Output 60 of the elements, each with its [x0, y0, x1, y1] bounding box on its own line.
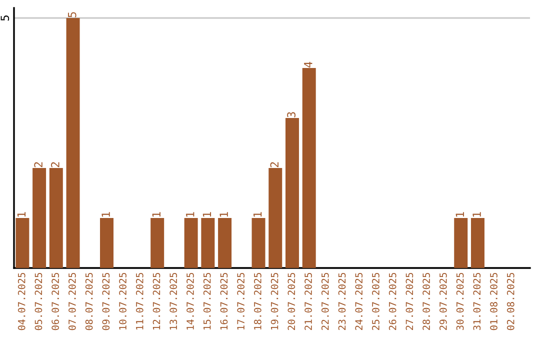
x-tick-label: 21.07.2025: [304, 272, 312, 330]
bar: [454, 218, 468, 268]
data-label: 2: [270, 162, 278, 168]
bar: [184, 218, 198, 268]
bar: [32, 168, 46, 268]
x-tick-label: 28.07.2025: [422, 272, 430, 330]
bar: [470, 218, 484, 268]
data-label: 2: [51, 162, 60, 168]
x-tick-label: 31.07.2025: [473, 272, 481, 330]
x-tick-label: 24.07.2025: [355, 272, 363, 330]
x-tick-label: 18.07.2025: [254, 272, 262, 330]
x-tick-label: 22.07.2025: [321, 272, 329, 330]
bar: [252, 218, 266, 268]
x-tick-label: 19.07.2025: [270, 272, 278, 330]
bar: [285, 118, 299, 268]
data-label: 1: [472, 212, 481, 217]
x-tick-label: 07.07.2025: [68, 272, 76, 330]
data-label: 2: [34, 162, 42, 168]
data-label: 1: [17, 212, 26, 217]
x-tick-label: 16.07.2025: [220, 272, 228, 330]
x-tick-label: 30.07.2025: [456, 272, 464, 330]
data-label: 1: [102, 212, 110, 217]
bar: [66, 18, 80, 268]
data-label: 1: [456, 212, 464, 217]
bar: [150, 218, 164, 268]
bar: [16, 218, 30, 268]
data-label: 4: [304, 62, 312, 68]
x-tick-label: 20.07.2025: [288, 272, 296, 330]
x-tick-label: 06.07.2025: [52, 272, 60, 330]
data-label: 1: [152, 212, 160, 217]
data-label: 1: [220, 212, 228, 217]
bar: [218, 218, 232, 268]
x-tick-label: 02.08.2025: [506, 272, 514, 330]
x-tick-label: 05.07.2025: [34, 272, 42, 330]
x-tick-label: 26.07.2025: [388, 272, 396, 330]
x-tick-label: 25.07.2025: [372, 272, 380, 330]
bar: [302, 68, 316, 268]
x-tick-label: 15.07.2025: [203, 272, 211, 330]
x-tick-label: 08.07.2025: [85, 272, 93, 330]
x-tick-label: 12.07.2025: [152, 272, 160, 330]
bar: [100, 218, 114, 268]
x-tick-label: 13.07.2025: [170, 272, 178, 330]
bar: [201, 218, 215, 268]
x-tick-label: 09.07.2025: [102, 272, 110, 330]
data-label: 1: [254, 212, 262, 217]
x-tick-label: 01.08.2025: [490, 272, 498, 330]
x-tick-label: 29.07.2025: [439, 272, 447, 330]
data-label: 5: [68, 12, 76, 18]
x-tick-label: 17.07.2025: [237, 272, 244, 330]
x-tick-label: 23.07.2025: [338, 272, 346, 330]
x-tick-label: 04.07.2025: [18, 272, 26, 330]
bar: [268, 168, 282, 268]
data-label: 1: [186, 212, 194, 217]
x-tick-label: 11.07.2025: [136, 272, 144, 330]
x-tick-label: 27.07.2025: [406, 272, 414, 330]
data-label: 3: [287, 112, 296, 118]
bar: [49, 168, 63, 268]
x-tick-label: 10.07.2025: [119, 272, 126, 330]
data-label: 1: [202, 212, 212, 217]
x-tick-label: 14.07.2025: [186, 272, 194, 330]
